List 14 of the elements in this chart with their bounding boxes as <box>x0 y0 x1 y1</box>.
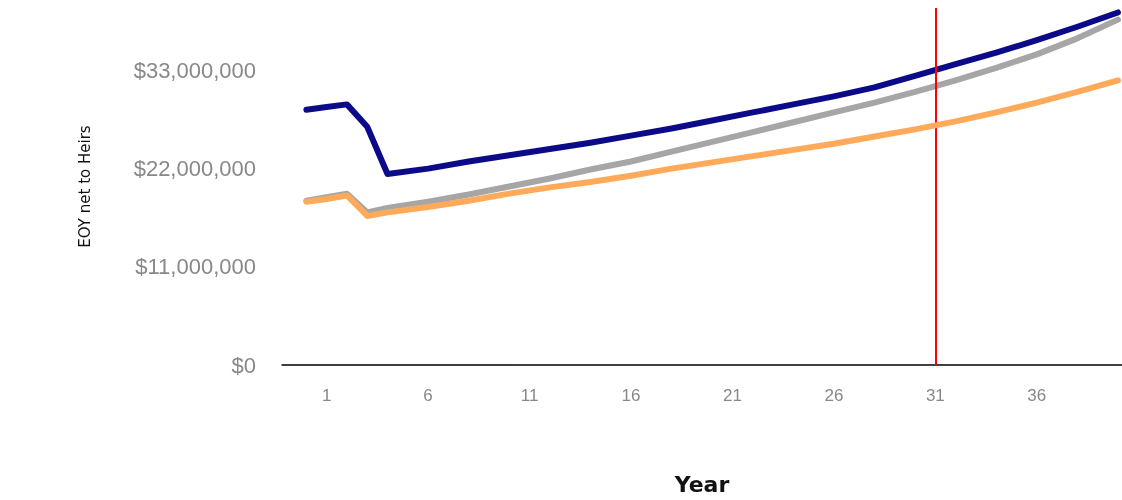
x-tick-label: 11 <box>520 386 539 405</box>
x-axis-title: Year <box>673 471 730 497</box>
x-tick-label: 36 <box>1027 386 1047 405</box>
y-tick-label: $22,000,000 <box>133 156 256 182</box>
x-tick-label: 16 <box>621 386 641 405</box>
x-tick-label: 1 <box>321 386 332 405</box>
y-axis-title: EOY net to Heirs <box>75 125 94 248</box>
x-tick-label: 26 <box>824 386 844 405</box>
y-tick-label: $0 <box>231 352 256 378</box>
x-tick-label: 31 <box>925 386 945 405</box>
x-tick-label: 6 <box>423 386 433 405</box>
y-tick-label: $33,000,000 <box>133 57 256 83</box>
x-tick-label: 21 <box>722 386 742 405</box>
y-tick-label: $11,000,000 <box>135 254 256 280</box>
